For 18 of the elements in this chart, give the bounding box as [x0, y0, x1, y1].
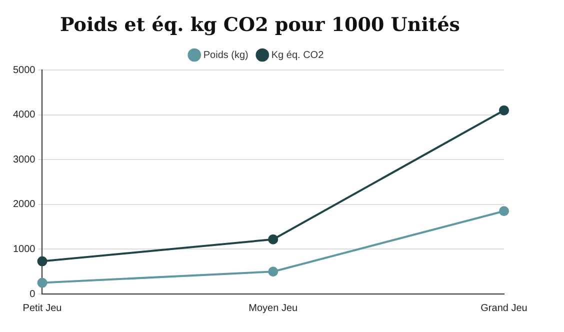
point: [37, 256, 48, 266]
point: [268, 266, 278, 277]
y-tick-label: 2000: [12, 199, 36, 210]
x-tick-label: Petit Jeu: [22, 302, 62, 314]
y-tick-label: 0: [30, 288, 36, 300]
x-tick-label: Grand Jeu: [480, 302, 528, 314]
y-tick-label: 1000: [12, 244, 36, 255]
y-tick-label: 5000: [12, 64, 36, 76]
point: [499, 105, 509, 116]
legend-label: Kg éq. CO2: [271, 50, 324, 61]
y-tick-label: 4000: [12, 110, 36, 121]
legend-label: Poids (kg): [203, 50, 248, 61]
point: [499, 206, 509, 216]
chart-title: Poids et éq. kg CO2 pour 1000 Unités: [59, 14, 461, 36]
point: [37, 278, 48, 288]
x-tick-label: Moyen Jeu: [248, 302, 298, 314]
y-tick-label: 3000: [12, 154, 36, 166]
point: [268, 234, 278, 244]
